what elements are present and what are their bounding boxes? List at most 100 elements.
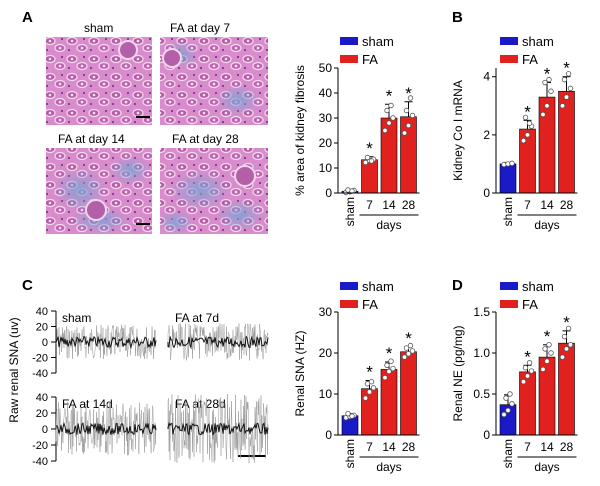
x-group-label: days [376,460,401,474]
histology-label-fa-day7: FA at day 7 [170,21,230,35]
trace-tick-label: 40 [36,306,48,318]
panel-letter-b: B [452,9,463,26]
data-point [405,122,412,129]
data-point [524,132,531,138]
data-point [345,410,351,417]
data-point [546,342,552,348]
x-tick-label: 28 [402,440,416,454]
trace-tick-label: 20 [36,408,48,420]
data-point [366,389,373,395]
y-tick-label: 0 [325,428,332,442]
data-point [567,85,574,92]
x-tick-label: 28 [560,198,574,212]
trace-label-fa28: FA at 28d [175,397,226,411]
data-point [563,346,570,352]
trace-signal [55,421,157,436]
x-tick-label: 14 [540,440,554,454]
legend-swatch-fa [500,300,518,308]
significance-star: * [386,344,393,363]
trace-noise [167,393,269,464]
y-tick-label: 1.5 [473,305,490,319]
data-point [520,137,527,144]
y-tick-label: 0 [325,186,332,200]
significance-star: * [405,84,412,103]
trace-tick-label: -20 [32,440,48,452]
legend-label-sham: sham [362,34,394,49]
data-point [362,395,369,401]
data-point [567,342,574,348]
trace-signal [55,335,157,349]
significance-star: * [544,327,551,346]
y-tick-label: 20 [319,346,333,360]
data-point [526,120,533,126]
x-tick-label: 28 [560,440,574,454]
y-tick-label: 10 [319,161,333,175]
y-tick-label: 4 [483,70,490,84]
significance-star: * [563,59,570,78]
data-point [528,368,535,374]
data-point [390,115,396,121]
x-tick-label: sham [343,197,357,226]
bar [361,388,378,436]
data-point [522,365,529,371]
y-tick-label: 30 [319,305,333,319]
legend-label-fa: FA [522,297,538,312]
legend-swatch-sham [500,37,518,45]
y-tick-label: 30 [319,111,333,125]
significance-star: * [386,86,393,105]
significance-star: * [524,347,531,366]
x-tick-label: 7 [366,440,373,454]
data-point [561,333,568,340]
data-point [522,114,529,121]
data-point [401,130,408,136]
legend-label-fa: FA [362,297,378,312]
legend-swatch-sham [340,37,358,45]
data-point [520,379,527,385]
histology-label-sham: sham [84,21,113,35]
trace-signal [167,335,269,350]
chart-renal-ne: sham FA 0 0.5 1.0 1.5 Renal NE (pg/mg) sham * 7 * 1… [451,279,578,474]
x-tick-label: 14 [382,198,396,212]
histology-label-fa-day28: FA at day 28 [172,132,239,146]
data-point [540,111,546,118]
trace-label-fa7: FA at 7d [175,311,219,325]
y-axis-label: % area of kidney fibrosis [293,65,307,196]
legend-label-sham: sham [522,279,554,294]
data-point [524,373,531,379]
x-group-label: days [534,218,559,232]
trace-label-fa14: FA at 14d [62,397,113,411]
chart-kidney-fibrosis: sham FA 0 10 20 30 40 50 % area of kidney fibros… [293,34,420,232]
data-point [559,103,566,109]
significance-star: * [366,362,373,381]
data-point [503,395,509,401]
data-point [368,158,375,164]
significance-star: * [544,65,551,84]
significance-star: * [405,329,412,348]
x-tick-label: 14 [382,440,396,454]
y-axis-label: Renal NE (pg/mg) [451,325,465,421]
data-point [501,411,507,418]
data-point [364,154,371,161]
data-point [407,342,414,349]
data-point [548,350,554,356]
histology-label-fa-day14: FA at day 14 [58,132,125,146]
data-point [540,366,546,373]
data-point [384,362,390,368]
x-tick-label: sham [343,439,357,468]
legend-label-sham: sham [522,34,554,49]
data-point [382,127,388,134]
trace-tick-label: 20 [36,322,48,334]
legend-swatch-fa [340,300,358,308]
y-tick-label: 40 [319,86,333,100]
significance-star: * [524,102,531,121]
data-point [409,112,416,119]
data-point [546,76,552,83]
scale-bar [136,116,150,118]
x-tick-label: 7 [524,198,531,212]
trace-label-sham: sham [62,311,91,325]
panel-letter-d: D [452,277,463,294]
panel-letter-c: C [22,277,33,294]
y-tick-label: 10 [319,387,333,401]
data-point [384,107,390,114]
data-point [386,368,392,375]
